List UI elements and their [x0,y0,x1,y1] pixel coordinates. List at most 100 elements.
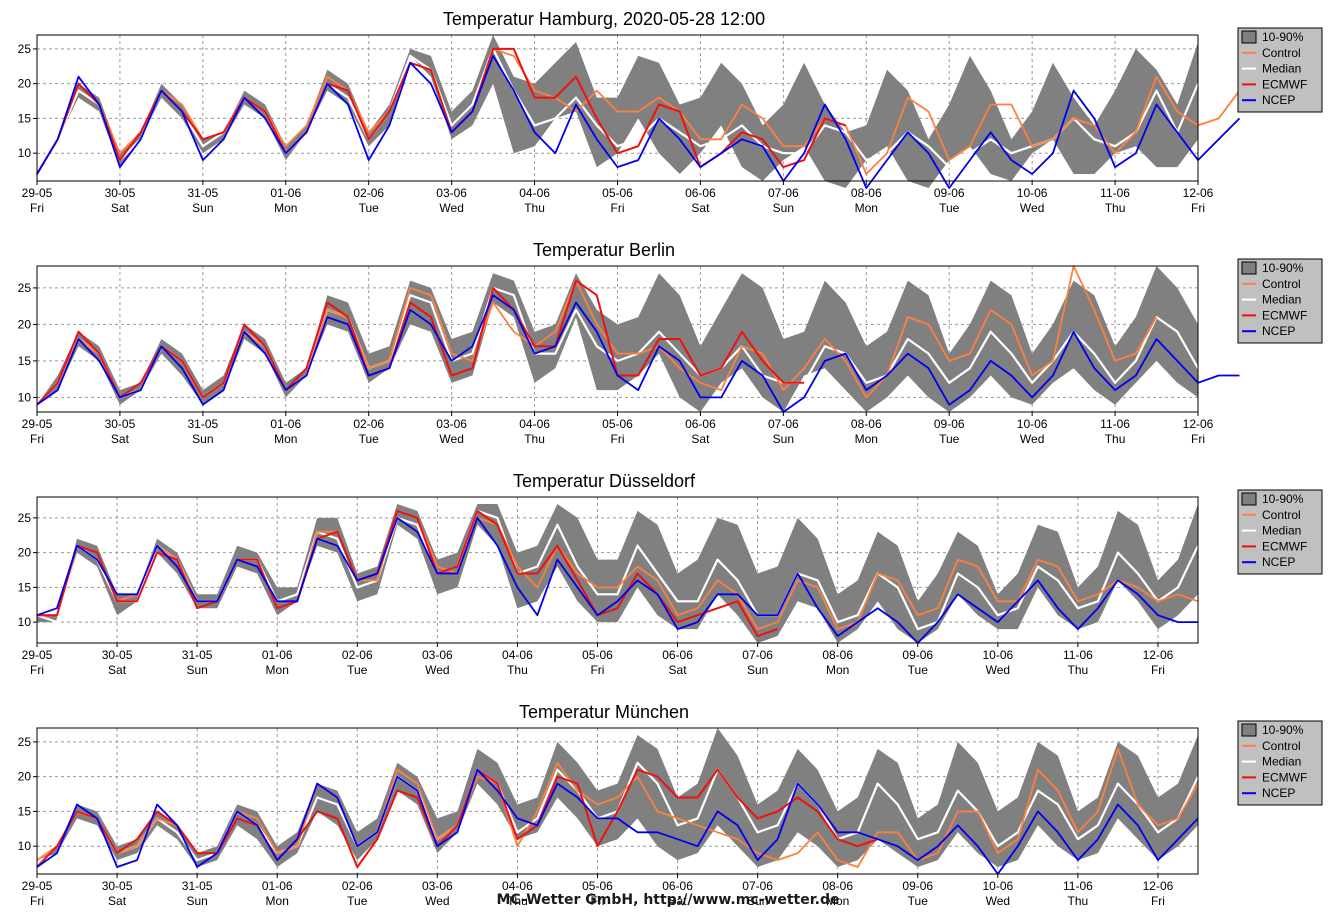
x-tick-date: 04-06 [502,648,533,662]
x-tick-weekday: Tue [347,663,368,677]
legend-entry-ecmwf: ECMWF [1262,539,1307,553]
x-tick-weekday: Sun [186,894,207,908]
plot-area: 1015202529-05Fri30-05Sat31-05Sun01-06Mon… [18,34,1241,215]
x-tick-date: 29-05 [22,879,53,893]
legend-entry-band: 10-90% [1262,492,1304,506]
x-tick-date: 06-06 [685,417,716,431]
legend-entry-median: Median [1262,524,1301,538]
x-tick-date: 02-06 [342,648,373,662]
ncep-line [36,55,1241,189]
panel-duesseldorf: Temperatur Düsseldorf 1015202529-05Fri30… [18,471,1323,677]
x-tick-weekday: Thu [1068,663,1089,677]
x-tick-weekday: Sun [773,432,794,446]
x-tick-date: 11-06 [1100,417,1130,431]
chart-title: Temperatur Berlin [533,240,675,260]
x-tick-weekday: Sat [669,894,688,908]
x-tick-date: 07-06 [742,648,773,662]
panel-hamburg: Temperatur Hamburg, 2020-05-28 12:00 10 1… [18,9,1323,215]
x-tick-date: 29-05 [22,648,53,662]
ncep-line [36,768,1199,875]
x-tick-weekday: Mon [826,894,849,908]
x-tick-date: 29-05 [22,186,53,200]
x-tick-weekday: Fri [1151,663,1165,677]
x-tick-weekday: Fri [590,894,604,908]
x-tick-date: 03-06 [422,879,453,893]
x-tick-weekday: Fri [590,663,604,677]
legend-entry-band: 10-90% [1262,723,1304,737]
x-tick-weekday: Wed [986,894,1010,908]
x-tick-date: 03-06 [422,648,453,662]
x-tick-date: 06-06 [662,648,693,662]
x-tick-weekday: Mon [274,432,297,446]
x-tick-weekday: Sun [747,894,768,908]
x-tick-weekday: Fri [30,432,44,446]
plot-area: 1015202529-05Fri30-05Sat31-05Sun01-06Mon… [18,727,1199,908]
x-tick-date: 02-06 [342,879,373,893]
x-tick-weekday: Sun [747,663,768,677]
x-tick-weekday: Mon [855,201,878,215]
x-tick-date: 12-06 [1143,879,1174,893]
x-tick-weekday: Mon [274,201,297,215]
legend-entry-ecmwf: ECMWF [1262,770,1307,784]
x-tick-date: 08-06 [822,648,853,662]
ncep-line [36,294,1240,413]
x-tick-weekday: Thu [524,201,545,215]
plot-area: 1015202529-05Fri30-05Sat31-05Sun01-06Mon… [18,496,1199,677]
plot-frame [36,727,1199,875]
legend-swatch-band [1241,261,1257,275]
x-tick-date: 10-06 [982,879,1013,893]
x-tick-weekday: Tue [359,201,380,215]
x-tick-weekday: Fri [30,663,44,677]
y-tick-label: 10 [18,615,32,629]
x-tick-date: 11-06 [1063,648,1093,662]
x-tick-weekday: Thu [524,432,545,446]
x-tick-weekday: Wed [425,894,449,908]
x-tick-date: 09-06 [902,879,933,893]
x-tick-date: 03-06 [436,186,467,200]
y-tick-label: 25 [18,735,32,749]
y-tick-label: 20 [18,770,32,784]
y-tick-label: 10 [18,146,32,160]
x-tick-weekday: Fri [30,894,44,908]
x-tick-date: 12-06 [1143,648,1174,662]
x-tick-date: 10-06 [982,648,1013,662]
x-tick-weekday: Sat [108,894,127,908]
y-tick-label: 20 [18,317,32,331]
x-tick-weekday: Wed [986,663,1010,677]
x-tick-weekday: Sun [192,201,213,215]
x-tick-date: 01-06 [270,417,301,431]
x-tick-date: 10-06 [1017,186,1048,200]
x-tick-date: 08-06 [851,417,882,431]
chart-title: Temperatur München [519,702,689,722]
x-tick-date: 04-06 [519,417,550,431]
x-tick-date: 07-06 [742,879,773,893]
ncep-line [36,517,1198,644]
y-tick-label: 25 [18,42,32,56]
y-tick-label: 15 [18,111,32,125]
y-tick-label: 20 [18,77,32,91]
x-tick-weekday: Sat [691,201,710,215]
x-tick-weekday: Fri [1191,432,1205,446]
legend-entry-control: Control [1262,508,1301,522]
x-tick-date: 02-06 [353,186,384,200]
x-tick-date: 05-06 [582,879,613,893]
x-tick-weekday: Wed [425,663,449,677]
x-tick-date: 01-06 [262,879,293,893]
x-tick-date: 30-05 [102,648,133,662]
x-tick-weekday: Tue [939,432,960,446]
x-tick-weekday: Fri [611,432,625,446]
x-tick-date: 01-06 [270,186,301,200]
x-tick-weekday: Sun [186,663,207,677]
x-tick-weekday: Sun [773,201,794,215]
legend-entry-band: 10-90% [1262,261,1304,275]
legend-swatch-band [1241,30,1257,44]
x-tick-date: 08-06 [822,879,853,893]
plot-frame [36,496,1199,644]
x-tick-weekday: Thu [1105,201,1126,215]
x-tick-weekday: Wed [439,201,463,215]
